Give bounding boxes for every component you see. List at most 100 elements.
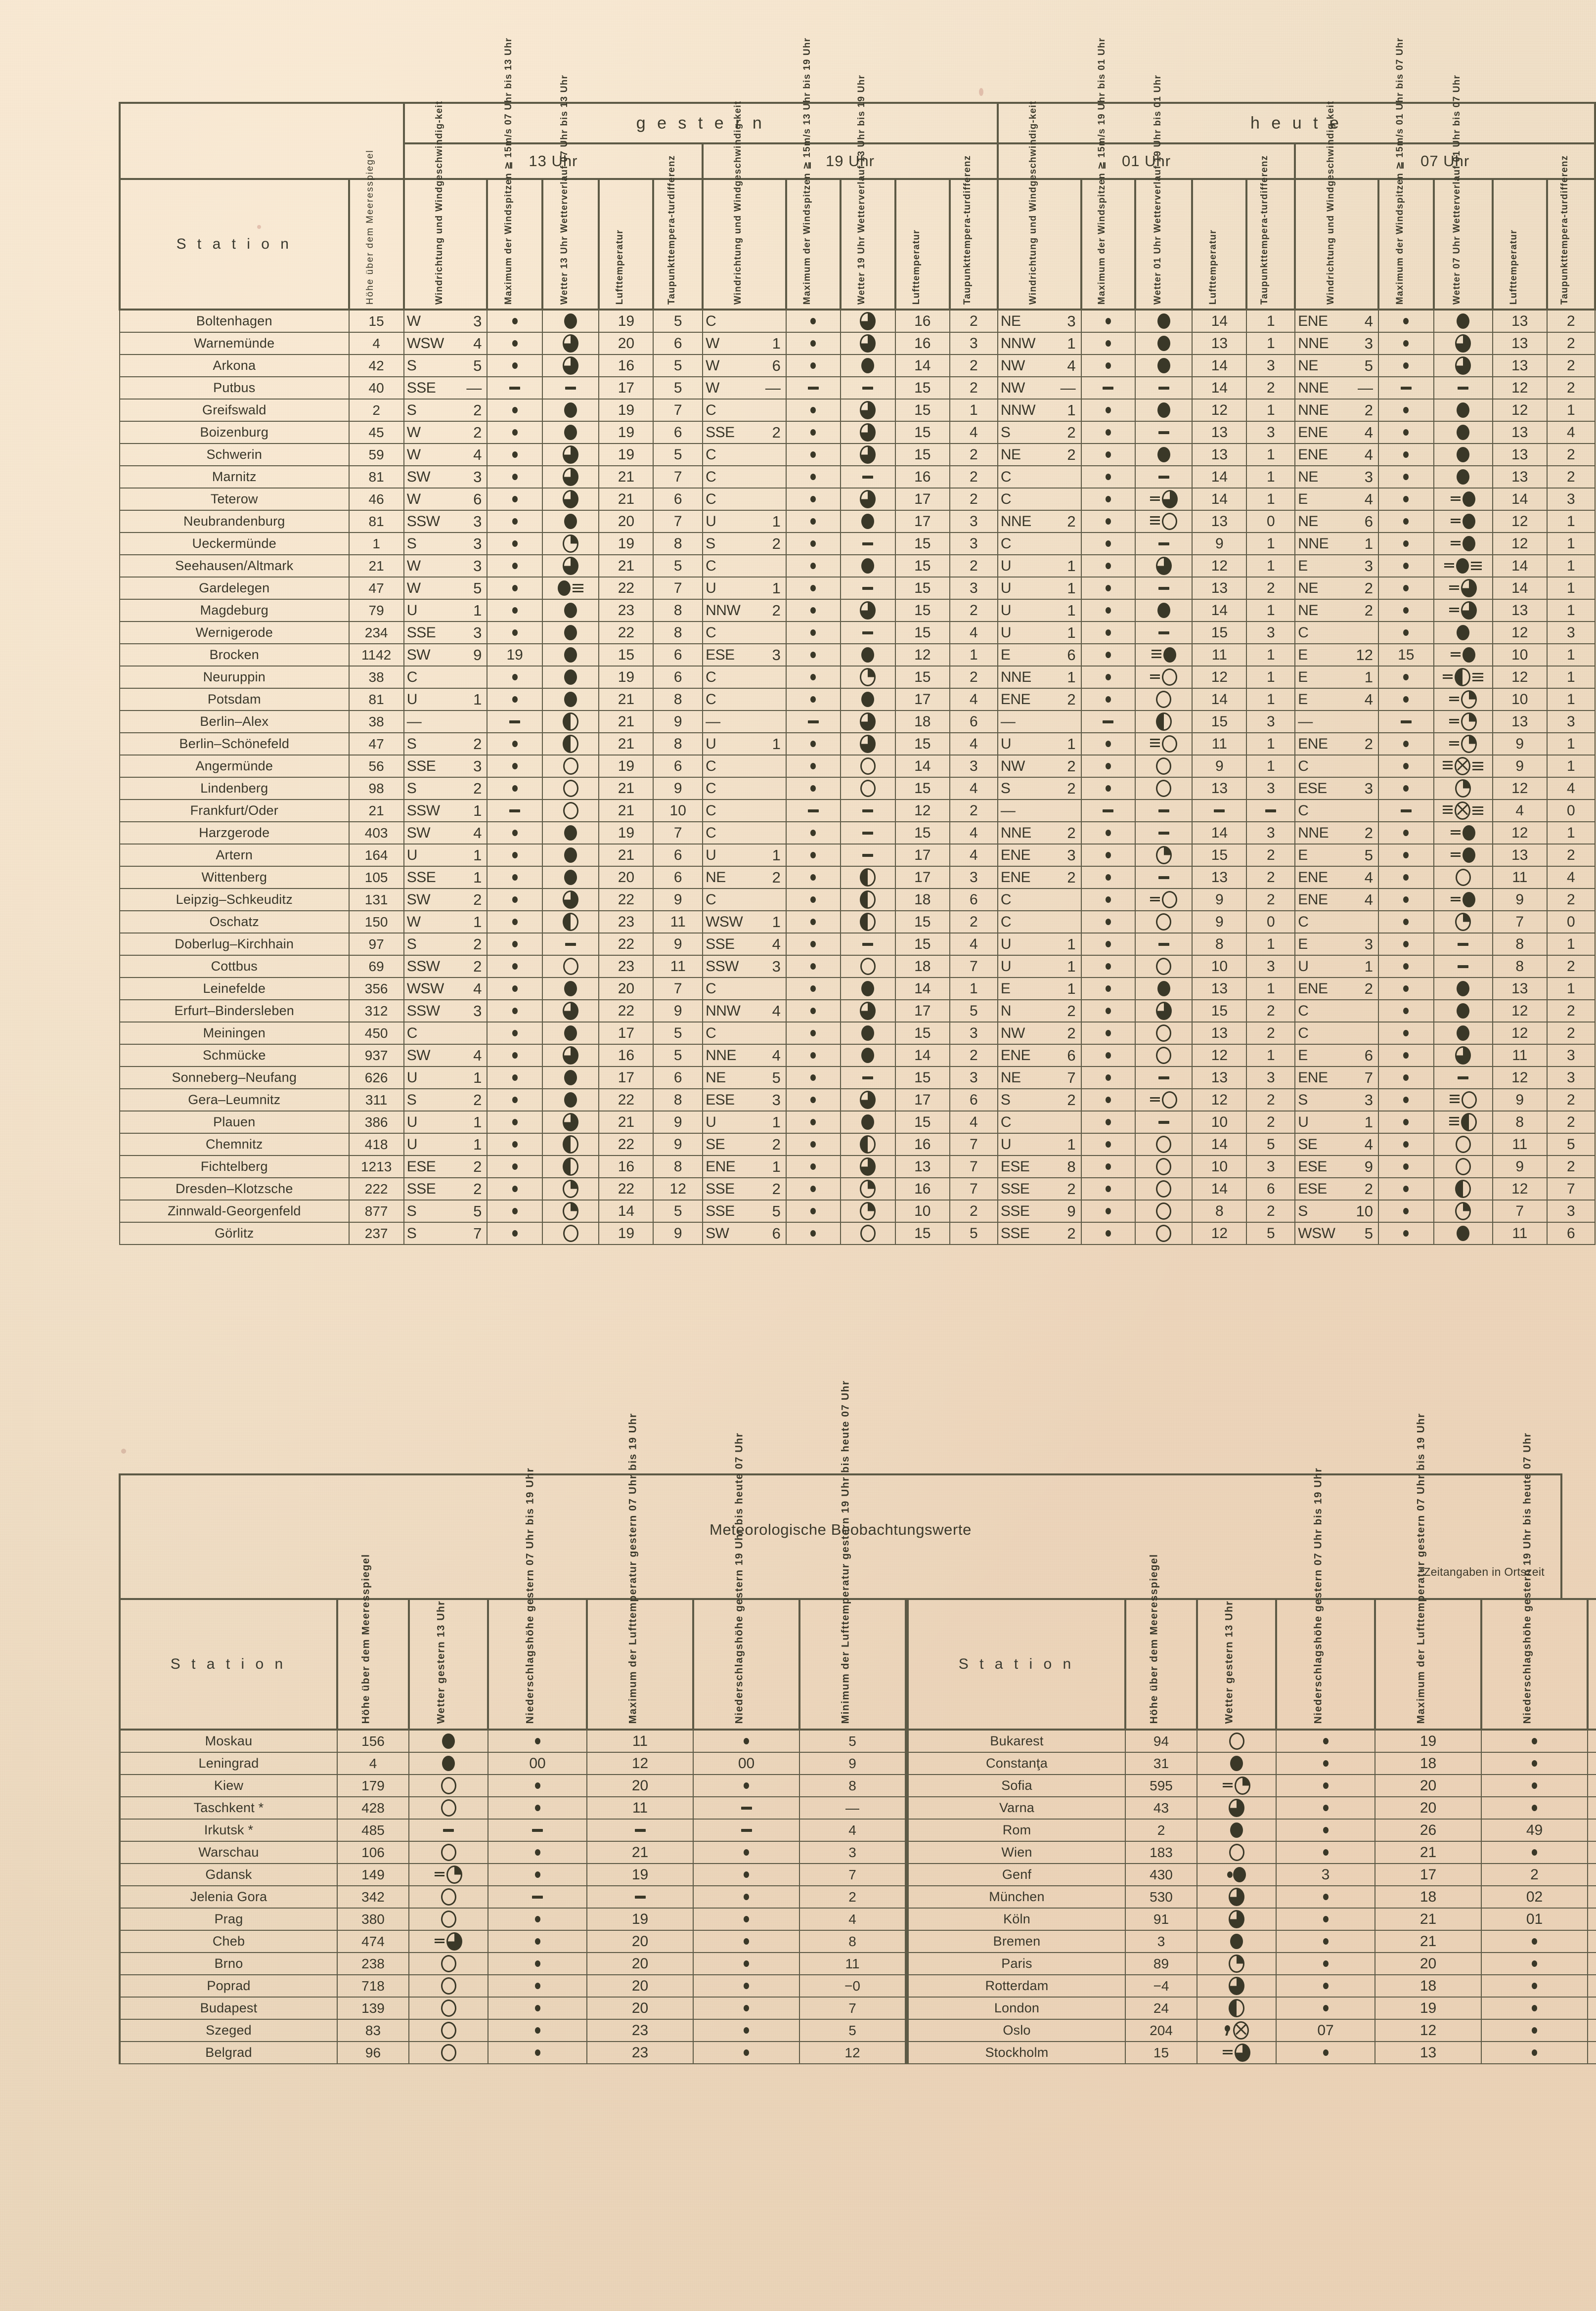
airtemp-t19: 15	[894, 666, 950, 689]
station-altitude: 204	[1125, 2019, 1197, 2042]
table-row[interactable]: Lindenberg 98 S 2 21 9 C 15 4 S 2 13 3 ESE 3 12 4	[119, 777, 1596, 800]
table-row[interactable]: Schwerin 59 W 4 19 5 C 15 2 NE 2 13 1 ENE 4 13 2	[119, 443, 1596, 466]
list-item[interactable]: Leningrad 4 00 12 00 9	[119, 1752, 907, 1775]
airtemp-t13: 20	[598, 866, 654, 889]
table-row[interactable]: Plauen 386 U 1 21 9 U 1 15 4 C 10 2 U 1 8 2	[119, 1111, 1596, 1134]
airtemp-t13: 19	[598, 1222, 654, 1245]
dewdiff-t19: 5	[949, 999, 998, 1022]
table-row[interactable]: Berlin–Alex 38—21 9—18 6—15 3—13 3	[119, 710, 1596, 733]
table-row[interactable]: Harzgerode 403 SW 4 19 7 C 15 4 NNE 2 14 3 NNE 2 12 1	[119, 821, 1596, 844]
table-row[interactable]: Neubrandenburg 81 SSW 3 20 7 U 1 17 3 NNE 2 13 0 NE 6 12…	[119, 510, 1596, 533]
dewdiff-t07: 2	[1546, 465, 1596, 489]
list-item[interactable]: Rotterdam−4 18 7	[907, 1974, 1596, 1998]
airtemp-t19: 15	[894, 376, 950, 400]
table-row[interactable]: Warnemünde 4 WSW 4 20 6 W 1 16 3 NNW 1 13 1 NNE 3 13 2	[119, 332, 1596, 355]
maxgust-t07	[1378, 844, 1434, 867]
list-item[interactable]: Gdansk 149 19 7	[119, 1863, 907, 1886]
dewdiff-t19: 4	[949, 732, 998, 756]
list-item[interactable]: Prag 380 19 4	[119, 1908, 907, 1931]
table-row[interactable]: Fichtelberg 1213 ESE 2 16 8 ENE 1 13 7 ESE 8 10 3 ESE 9…	[119, 1155, 1596, 1178]
table-row[interactable]: Potsdam 81 U 1 21 8 C 17 4 ENE 2 14 1 E 4 10 1	[119, 688, 1596, 711]
table-row[interactable]: Dresden–Klotzsche 222 SSE 2 22 12 SSE 2 16 7 SSE 2 1…	[119, 1177, 1596, 1200]
table-row[interactable]: Doberlug–Kirchhain 97 S 2 22 9 SSE 4 15 4 U 1 8 1 E 3 8 1	[119, 933, 1596, 956]
table-row[interactable]: Arkona 42 S 5 16 5 W 6 14 2 NW 4 14 3 NE 5 13 2	[119, 354, 1596, 377]
list-item[interactable]: Irkutsk * 485 4	[119, 1819, 907, 1842]
weather-t01	[1135, 777, 1193, 800]
table-row[interactable]: Frankfurt/Oder 21 SSW 1 21 10 C 12 2— C 4 0	[119, 799, 1596, 822]
table-row[interactable]: Erfurt–Bindersleben 312 SSW 3 22 9 NNW 4 17 5 N 2 15…	[119, 999, 1596, 1022]
list-item[interactable]: Warschau 106 21 3	[119, 1841, 907, 1864]
list-item[interactable]: Belgrad 96 23 12	[119, 2041, 907, 2064]
table-row[interactable]: Wernigerode 234 SSE 3 22 8 C 15 4 U 1 15 3 C 12 3	[119, 621, 1596, 644]
list-item[interactable]: Budapest 139 20 7	[119, 1997, 907, 2020]
weather-t13	[541, 955, 600, 978]
maxgust-t19	[785, 376, 841, 400]
table-row[interactable]: Teterow 46 W 6 21 6 C 17 2 C 14 1 E 4 14 3	[119, 488, 1596, 511]
maxgust-t19	[785, 1044, 841, 1067]
station-name: Fichtelberg	[119, 1155, 350, 1178]
table-row[interactable]: Schmücke 937 SW 4 16 5 NNE 4 14 2 ENE 6 12 1 E 6 11 3	[119, 1044, 1596, 1067]
list-item[interactable]: Jelenia Gora 342 2	[119, 1885, 907, 1909]
list-item[interactable]: Taschkent * 428 11 —	[119, 1796, 907, 1820]
maxgust-t01	[1080, 577, 1136, 600]
table-row[interactable]: Leinefelde 356 WSW 4 20 7 C 14 1 E 1 13 1 ENE 2 13 1	[119, 977, 1596, 1000]
table-row[interactable]: Sonneberg–Neufang 626 U 1 17 6 NE 5 15 3 NE 7 13 3 ENE…	[119, 1066, 1596, 1089]
list-item[interactable]: Brno 238 20 11	[119, 1952, 907, 1975]
table-row[interactable]: Boizenburg 45 W 2 19 6 SSE 2 15 4 S 2 13 3 ENE 4 13 4	[119, 421, 1596, 444]
temp-max: 19	[586, 1863, 694, 1886]
maxgust-t13	[487, 376, 543, 400]
table-row[interactable]: Zinnwald-Georgenfeld 877 S 5 14 5 SSE 5 10 2 SSE 9 8…	[119, 1200, 1596, 1223]
dewdiff-t13: 9	[653, 777, 704, 800]
table-row[interactable]: Gardelegen 47 W 5 22 7 U 1 15 3 U 1 13 2 NE 2 14 1	[119, 577, 1596, 600]
list-item[interactable]: Poprad 718 20 −0	[119, 1974, 907, 1998]
table-row[interactable]: Leipzig–Schkeuditz 131 SW 2 22 9 C 18 6 C 9 2 ENE 4 9 2	[119, 888, 1596, 911]
table-row[interactable]: Ueckermünde 1 S 3 19 8 S 2 15 3 C 9 1 NNE 1 12 1	[119, 532, 1596, 555]
list-item[interactable]: Moskau 156 11 5	[119, 1729, 907, 1753]
list-item[interactable]: Szeged 83 23 5	[119, 2019, 907, 2042]
table-row[interactable]: Chemnitz 418 U 1 22 9 SE 2 16 7 U 1 14 5 SE 4 11 5	[119, 1133, 1596, 1156]
wind-t07: ESE 9	[1294, 1155, 1379, 1178]
table-row[interactable]: Putbus 40 SSE —17 5 W —15 2 NW —14 2 NNE —12 2	[119, 376, 1596, 400]
maxgust-t01	[1080, 532, 1136, 555]
table-row[interactable]: Angermünde 56 SSE 3 19 6 C 14 3 NW 2 9 1 C 9 1	[119, 755, 1596, 778]
table-row[interactable]: Greifswald 2 S 2 19 7 C 15 1 NNW 1 12 1 NNE 2 12 1	[119, 399, 1596, 422]
wind-t19: C	[702, 621, 787, 644]
station-altitude: 2	[1125, 1819, 1197, 1842]
table-row[interactable]: Seehausen/Altmark 21 W 3 21 5 C 15 2 U 1 12 1 E 3 14 1	[119, 554, 1596, 578]
table-row[interactable]: Magdeburg 79 U 1 23 8 NNW 2 15 2 U 1 14 1 NE 2 13 1	[119, 599, 1596, 622]
table-row[interactable]: Boltenhagen 15 W 3 19 5 C 16 2 NE 3 14 1 ENE 4 13 2	[119, 309, 1596, 333]
table-row[interactable]: Marnitz 81 SW 3 21 7 C 16 2 C 14 1 NE 3 13 2	[119, 465, 1596, 489]
table-row[interactable]: Neuruppin 38 C 19 6 C 15 2 NNE 1 12 1 E 1 12 1	[119, 666, 1596, 689]
wind-t19: —	[702, 710, 787, 733]
dewdiff-t13: 7	[653, 465, 704, 489]
table-row[interactable]: Wittenberg 105 SSE 1 20 6 NE 2 17 3 ENE 2 13 2 ENE 4 11 4	[119, 866, 1596, 889]
wind-t19: NNW 2	[702, 599, 787, 622]
table-row[interactable]: Görlitz 237 S 7 19 9 SW 6 15 5 SSE 2 12 5 WSW 5 11 6	[119, 1222, 1596, 1245]
airtemp-t13: 21	[598, 799, 654, 822]
table-row[interactable]: Artern 164 U 1 21 6 U 1 17 4 ENE 3 15 2 E 5 13 2	[119, 844, 1596, 867]
list-item[interactable]: Kiew 179 20 8	[119, 1774, 907, 1797]
table-row[interactable]: Cottbus 69 SSW 2 23 11 SSW 3 18 7 U 1 10 3 U 1 8 2	[119, 955, 1596, 978]
list-item[interactable]: Cheb 474 20 8	[119, 1930, 907, 1953]
temp-min: —	[799, 1796, 907, 1820]
table-row[interactable]: Oschatz 150 W 1 23 11 WSW 1 15 2 C 9 0 C 7 0	[119, 910, 1596, 933]
table-row[interactable]: Berlin–Schönefeld 47 S 2 21 8 U 1 15 4 U 1 11 1 ENE 2 9 1	[119, 732, 1596, 756]
table-row[interactable]: Brocken 1142 SW 9 19 15 6 ESE 3 12 1 E 6 11 1 E 12 15 10 1	[119, 643, 1596, 667]
table-row[interactable]: Meiningen 450 C 17 5 C 15 3 NW 2 13 2 C 12 2	[119, 1022, 1596, 1045]
table-row[interactable]: Gera–Leumnitz 311 S 2 22 8 ESE 3 17 6 S 2 12 2 S 3 9 2	[119, 1088, 1596, 1111]
